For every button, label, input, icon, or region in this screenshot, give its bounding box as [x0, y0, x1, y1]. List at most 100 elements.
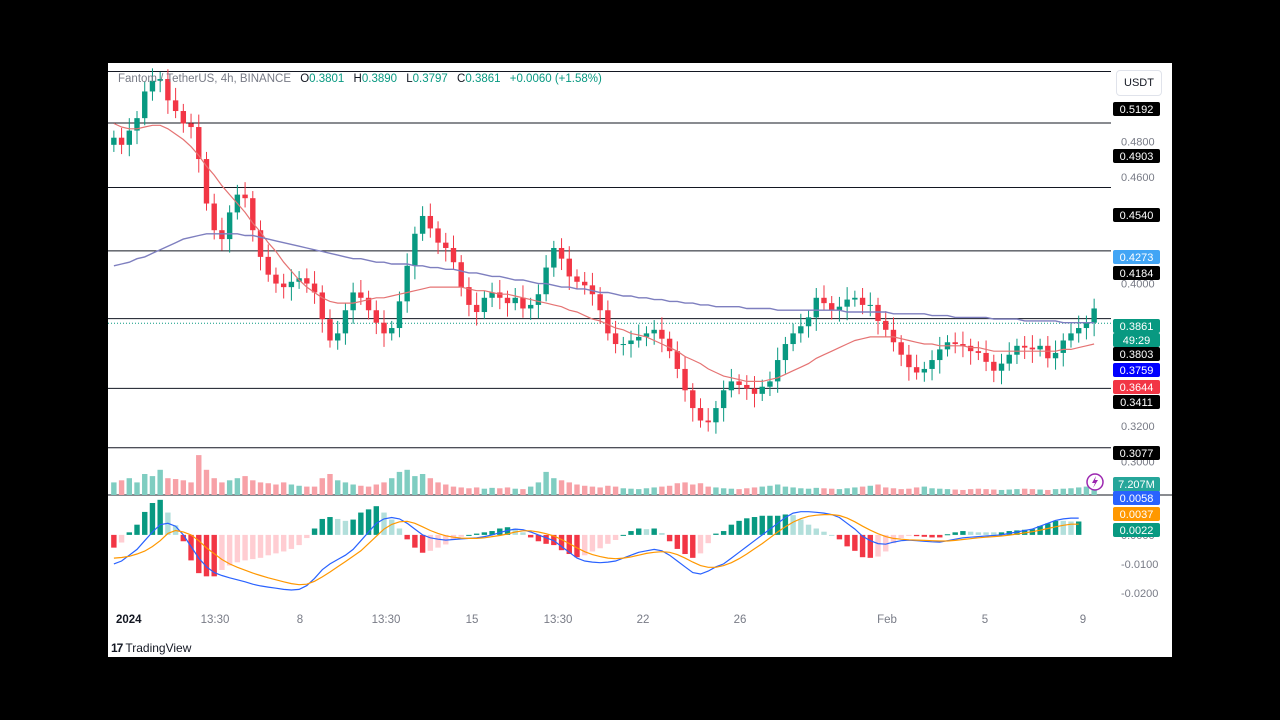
- price-label-bg-8: [1113, 363, 1160, 377]
- candle-body-53: [520, 297, 526, 309]
- candle-body-122: [1052, 352, 1059, 359]
- macd-tick-2: -0.0200: [1121, 588, 1158, 600]
- volume-bar-10: [188, 482, 194, 495]
- candle-body-12: [203, 159, 210, 204]
- macd-hist-72: [666, 534, 673, 542]
- candle-body-60: [574, 276, 580, 282]
- macd-hist-77: [705, 534, 711, 544]
- candle-body-52: [512, 297, 518, 304]
- volume-bar-104: [913, 487, 920, 495]
- macd-hist-12: [203, 534, 210, 577]
- candle-body-9: [180, 111, 187, 124]
- candle-body-55: [535, 294, 542, 305]
- candle-body-84: [759, 386, 765, 394]
- price-label-2: 0.4540: [1120, 210, 1154, 222]
- volume-bar-68: [636, 489, 642, 495]
- candle-body-39: [412, 233, 418, 266]
- macd-hist-38: [404, 534, 410, 540]
- macd-hist-22: [280, 534, 287, 552]
- candle-body-62: [589, 285, 596, 295]
- currency-button[interactable]: USDT: [1116, 70, 1162, 96]
- volume-bar-5: [149, 476, 156, 495]
- candle-body-86: [774, 360, 781, 382]
- volume-bar-125: [1076, 487, 1082, 495]
- volume-bar-36: [389, 478, 395, 495]
- volume-bar-15: [226, 480, 233, 495]
- candle-body-68: [636, 336, 642, 341]
- volume-bar-44: [450, 486, 457, 495]
- symbol-name[interactable]: Fantom / TetherUS, 4h, BINANCE: [118, 73, 291, 85]
- macd-hist-111: [967, 531, 974, 535]
- macd-hist-62: [589, 534, 596, 552]
- price-label-bg-1: [1113, 149, 1160, 163]
- candle-body-112: [975, 351, 982, 353]
- volume-bar-113: [983, 489, 989, 495]
- macd-hist-124: [1068, 521, 1074, 535]
- macd-hist-74: [682, 534, 688, 555]
- close-value: 0.3861: [465, 73, 501, 85]
- volume-bar-39: [412, 476, 418, 495]
- macd-hist-40: [419, 534, 426, 553]
- volume-bar-124: [1068, 488, 1074, 495]
- candle-body-34: [373, 310, 379, 323]
- macd-hist-28: [327, 517, 333, 535]
- volume-bar-3: [134, 482, 140, 495]
- chart-svg[interactable]: 0.50000.48000.46000.44000.40000.32000.30…: [108, 63, 1172, 657]
- volume-bar-13: [211, 478, 217, 495]
- candle-body-57: [551, 247, 557, 268]
- volume-bar-40: [419, 474, 426, 495]
- macd-hist-57: [551, 534, 557, 546]
- macd-hist-84: [759, 515, 765, 535]
- candle-body-90: [805, 317, 812, 327]
- volume-bar-19: [257, 482, 264, 495]
- volume-bar-67: [628, 488, 634, 495]
- candle-body-116: [1006, 354, 1012, 364]
- volume-bar-38: [404, 469, 410, 495]
- price-label-7: 0.3803: [1120, 349, 1154, 361]
- macd-hist-33: [365, 509, 372, 535]
- macd-hist-39: [412, 534, 418, 548]
- candle-body-15: [226, 212, 233, 240]
- symbol-legend: Fantom / TetherUS, 4h, BINANCE O0.3801 H…: [118, 73, 608, 85]
- macd-hist-67: [628, 531, 634, 535]
- price-label-11: 0.3077: [1120, 448, 1154, 460]
- tradingview-logo[interactable]: 17 TradingView: [111, 641, 191, 655]
- candle-body-5: [149, 80, 156, 92]
- macd-hist-96: [852, 534, 858, 551]
- candle-body-25: [304, 278, 310, 284]
- volume-bar-126: [1083, 486, 1090, 495]
- candle-body-20: [265, 256, 271, 275]
- volume-bar-54: [527, 486, 534, 495]
- volume-bar-7: [165, 478, 171, 495]
- volume-bar-101: [890, 488, 897, 495]
- candle-body-3: [134, 118, 140, 131]
- volume-bar-64: [605, 485, 611, 495]
- volume-bar-23: [288, 484, 295, 495]
- chart-panel[interactable]: 0.50000.48000.46000.44000.40000.32000.30…: [108, 63, 1172, 657]
- macd-hist-4: [142, 511, 148, 535]
- candle-body-95: [844, 299, 850, 307]
- volume-bar-59: [566, 482, 572, 495]
- volume-bar-45: [458, 487, 464, 495]
- candle-body-1: [118, 137, 125, 145]
- price-tick-1: 0.4800: [1121, 136, 1155, 148]
- candle-body-99: [875, 304, 881, 321]
- volume-bar-122: [1052, 489, 1059, 495]
- macd-hist-95: [844, 534, 850, 547]
- macd-hist-80: [728, 524, 735, 535]
- time-tick-4: 15: [466, 614, 479, 626]
- candle-body-35: [381, 322, 387, 334]
- price-label-bg-0: [1113, 102, 1160, 116]
- volume-bar-30: [342, 482, 349, 495]
- candle-body-28: [327, 319, 333, 341]
- price-label-bg-7: [1113, 347, 1160, 361]
- candle-body-121: [1045, 345, 1051, 359]
- macd-hist-66: [620, 534, 626, 536]
- volume-bar-47: [473, 487, 480, 495]
- price-label-bg-5: [1113, 319, 1160, 333]
- tradingview-mark-icon: 17: [111, 641, 123, 655]
- macd-hist-31: [350, 519, 356, 535]
- macd-hist-104: [913, 534, 920, 537]
- macd-hist-50: [497, 528, 503, 535]
- candle-body-79: [720, 390, 727, 409]
